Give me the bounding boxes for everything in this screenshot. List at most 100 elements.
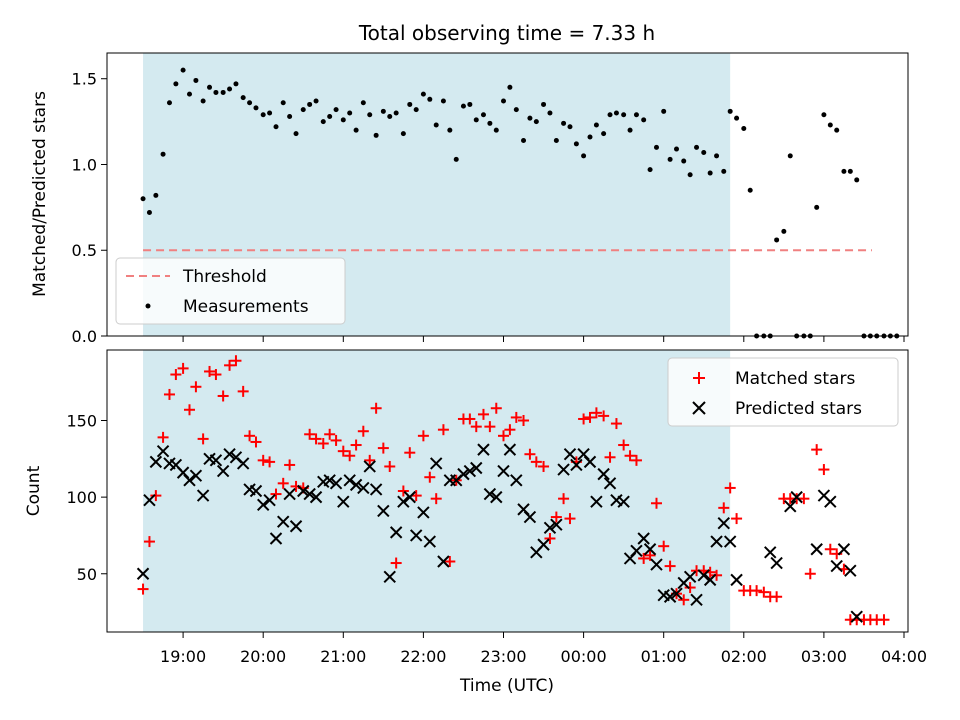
- matched-star-point: [638, 552, 650, 564]
- matched-star-point: [484, 421, 496, 433]
- measurement-point: [467, 101, 473, 107]
- measurement-point: [333, 107, 339, 113]
- matched-star-point: [644, 549, 656, 561]
- predicted-star-point: [183, 474, 196, 487]
- top-plot-frame: [106, 52, 909, 337]
- matched-star-point: [724, 482, 736, 494]
- bottom-panel: 50 100 150 19:00 20:00 21:00 22:00 23:00 00:00 0…: [24, 349, 927, 696]
- x-tick-label: 02:00: [721, 647, 767, 666]
- predicted-star-point: [583, 455, 597, 469]
- predicted-star-point: [256, 498, 270, 512]
- predicted-star-point: [723, 535, 737, 548]
- measurement-point: [327, 113, 333, 119]
- measurement-point: [280, 100, 286, 106]
- measurement-point: [260, 112, 266, 118]
- predicted-star-point: [377, 504, 390, 518]
- matched-star-point: [244, 430, 256, 442]
- x-tick-label: 22:00: [400, 647, 446, 666]
- matched-star-point: [357, 425, 369, 437]
- predicted-star-point: [236, 457, 250, 470]
- matched-star-point: [564, 513, 576, 525]
- measurement-point: [300, 107, 306, 113]
- predicted-star-point: [597, 467, 610, 481]
- measurement-point: [573, 141, 579, 147]
- matched-star-point: [731, 513, 743, 525]
- top-panel: 0.0 0.5 1.0 1.5 Total observing time = 7.33…: [30, 21, 909, 346]
- predicted-star-point: [349, 478, 363, 492]
- matched-star-point: [163, 388, 175, 400]
- measurement-point: [687, 172, 693, 178]
- matched-star-point: [324, 428, 336, 440]
- top-legend: Threshold Measurements: [115, 257, 346, 325]
- measurement-point: [834, 127, 840, 133]
- matched-star-point: [143, 536, 155, 548]
- matched-star-point: [711, 569, 723, 581]
- matched-star-point: [384, 460, 396, 472]
- bottom-shaded-region: [143, 350, 731, 632]
- matched-star-point: [584, 411, 596, 423]
- matched-star-point: [184, 404, 196, 416]
- predicted-star-point: [643, 543, 657, 556]
- measurement-point: [741, 125, 747, 131]
- measurement-point: [200, 98, 206, 104]
- predicted-star-point: [263, 493, 276, 507]
- matched-star-point: [464, 413, 476, 425]
- x-axis-label: Time (UTC): [459, 676, 554, 696]
- measurement-point: [781, 228, 787, 234]
- predicted-star-point: [249, 484, 263, 498]
- predicted-star-point: [269, 532, 283, 545]
- predicted-star-point: [209, 454, 223, 467]
- measurement-point: [821, 112, 827, 118]
- matched-star-point: [578, 413, 590, 425]
- measurement-point: [353, 127, 359, 133]
- measurement-point: [487, 120, 493, 126]
- bottom-y-tick-label: 50: [77, 565, 97, 584]
- matched-star-point: [598, 410, 610, 422]
- measurement-point: [220, 89, 226, 95]
- measurement-point: [814, 204, 820, 210]
- predicted-star-point: [383, 570, 396, 584]
- predicted-star-point: [490, 490, 503, 504]
- measurement-point: [674, 146, 680, 152]
- matched-star-point: [650, 497, 662, 509]
- x-tick-label: 19:00: [160, 647, 206, 666]
- x-tick-label: 21:00: [320, 647, 366, 666]
- predicted-star-point: [277, 515, 290, 528]
- predicted-star-point: [730, 573, 743, 587]
- matched-star-point: [804, 568, 816, 580]
- measurement-point: [734, 115, 740, 121]
- measurement-point: [701, 149, 707, 155]
- predicted-star-point: [363, 460, 376, 473]
- x-tick-label: 03:00: [801, 647, 847, 666]
- predicted-star-point: [389, 526, 403, 539]
- matched-star-point: [610, 418, 622, 430]
- matched-star-point: [284, 459, 296, 471]
- legend-threshold-label: Threshold: [182, 267, 267, 287]
- predicted-star-point: [503, 443, 517, 456]
- chart-title: Total observing time = 7.33 h: [358, 21, 655, 45]
- measurement-point: [747, 187, 753, 193]
- measurement-point: [387, 113, 393, 119]
- measurement-point: [367, 112, 373, 118]
- measurement-point: [380, 108, 386, 114]
- measurement-point: [233, 81, 239, 87]
- measurement-point: [193, 77, 199, 83]
- measurement-point: [847, 168, 853, 174]
- measurement-point: [213, 89, 219, 95]
- count-points: [136, 355, 890, 626]
- measurement-point: [613, 110, 619, 116]
- measurement-point: [587, 134, 593, 140]
- matched-star-point: [277, 477, 289, 489]
- measurement-point: [841, 168, 847, 174]
- predicted-star-point: [603, 477, 617, 490]
- predicted-star-point: [369, 483, 383, 496]
- measurement-point: [400, 131, 406, 137]
- measurement-point: [393, 110, 399, 116]
- matched-star-point: [404, 447, 416, 459]
- matched-star-point: [824, 543, 836, 555]
- predicted-star-point: [710, 535, 723, 548]
- top-y-tick-label: 1.0: [72, 155, 97, 174]
- matched-star-point: [197, 433, 209, 445]
- predicted-star-point: [283, 487, 296, 501]
- predicted-star-point: [764, 546, 777, 559]
